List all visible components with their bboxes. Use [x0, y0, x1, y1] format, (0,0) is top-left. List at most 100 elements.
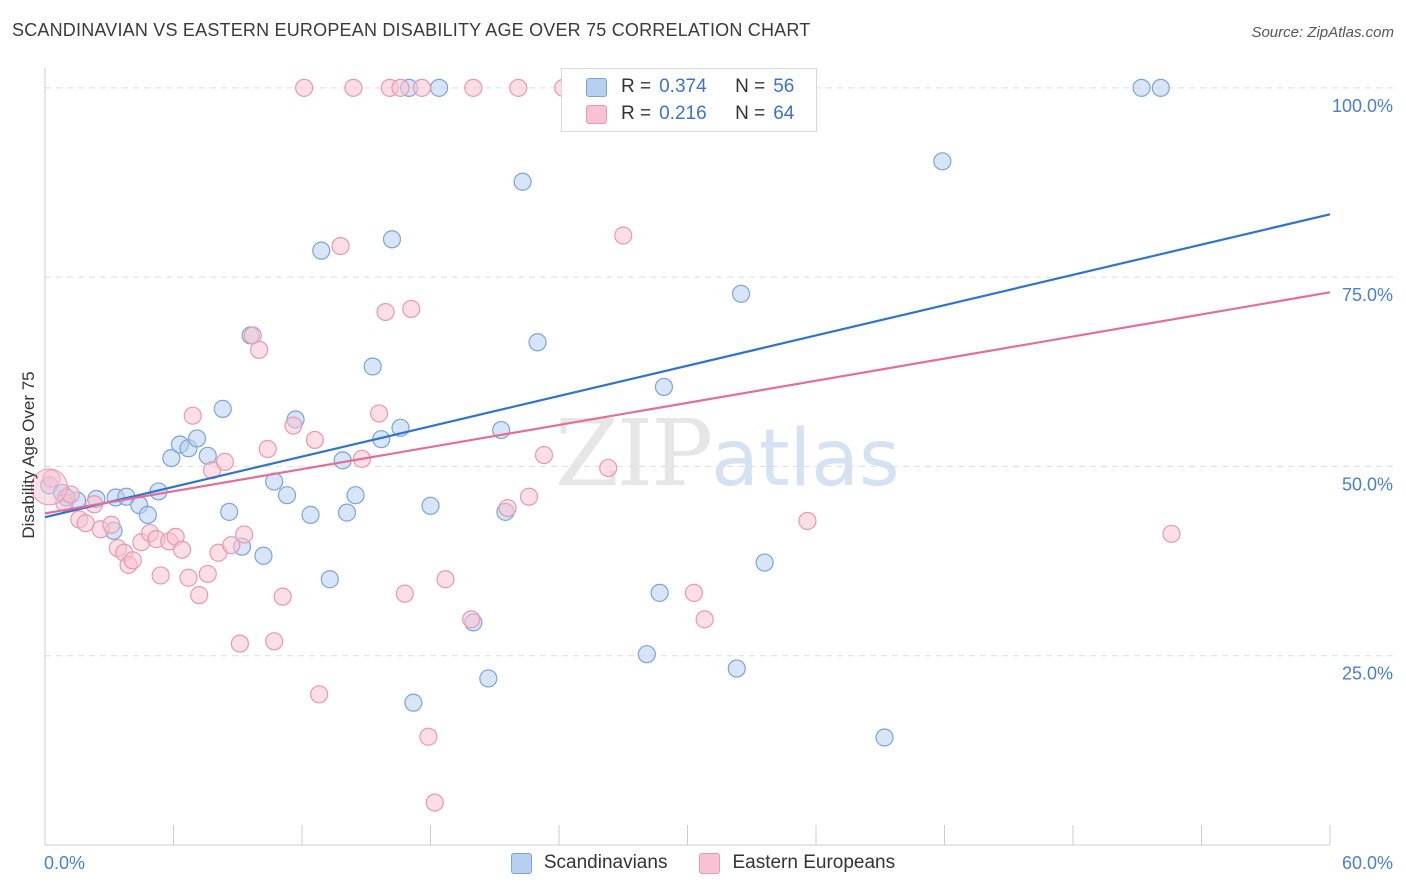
point-eastern-european	[534, 445, 554, 465]
point-scandinavian	[875, 728, 894, 747]
point-scandinavian	[220, 502, 239, 521]
point-scandinavian	[479, 669, 498, 688]
point-eastern-european	[391, 78, 410, 97]
trend-line-eastern-europeans	[44, 291, 1331, 515]
point-eastern-european	[395, 584, 414, 603]
point-scandinavian	[654, 377, 674, 397]
point-eastern-european	[462, 610, 481, 629]
point-eastern-european	[1162, 524, 1181, 543]
point-eastern-european	[695, 610, 714, 629]
point-eastern-european	[123, 551, 142, 570]
point-eastern-european	[250, 340, 269, 359]
watermark-atlas: atlas	[711, 414, 900, 504]
legend-item-scandinavians: Scandinavians	[510, 852, 668, 874]
legend-n-label: N =	[735, 103, 766, 124]
point-eastern-european	[519, 487, 539, 506]
legend-swatch-blue	[586, 77, 607, 97]
legend-n-value: 64	[773, 103, 795, 124]
tick-labels: 25.0% 50.0% 75.0% 100.0% 0.0% 60.0%	[44, 96, 1393, 873]
point-scandinavian	[138, 505, 157, 524]
point-eastern-european	[402, 299, 421, 319]
point-scandinavian	[1151, 78, 1170, 97]
y-axis-label: Disability Age Over 75	[19, 371, 38, 538]
point-eastern-european	[235, 525, 254, 544]
axes	[44, 68, 1331, 846]
point-scandinavian	[187, 429, 207, 448]
point-eastern-european	[310, 685, 329, 704]
legend-n-value: 56	[773, 76, 795, 97]
point-eastern-european	[599, 458, 618, 478]
legend-row-eastern-europeans: R = 0.216 N = 64	[586, 100, 794, 128]
point-eastern-european	[684, 583, 704, 602]
legend-r-value: 0.216	[659, 103, 707, 124]
point-scandinavian	[727, 659, 746, 678]
point-eastern-european	[305, 430, 324, 450]
legend-r-label: R =	[621, 76, 652, 97]
point-eastern-european	[370, 404, 389, 423]
x-tick-label: 60.0%	[1342, 853, 1393, 873]
point-eastern-european	[183, 406, 202, 425]
legend-swatch-pink	[699, 852, 721, 874]
legend-label: Eastern Europeans	[732, 852, 896, 873]
y-tick-label: 50.0%	[1342, 474, 1393, 494]
point-scandinavian	[382, 230, 402, 249]
data-points	[30, 78, 1181, 812]
trend-lines	[44, 213, 1331, 519]
point-scandinavian	[213, 399, 232, 418]
legend-item-eastern-europeans: Eastern Europeans	[699, 852, 895, 874]
point-scandinavian	[301, 505, 320, 524]
point-scandinavian	[429, 78, 449, 97]
point-eastern-european	[102, 515, 121, 534]
legend-swatch-blue	[510, 852, 532, 874]
point-scandinavian	[363, 357, 382, 376]
point-eastern-european	[151, 566, 170, 585]
point-scandinavian	[337, 503, 357, 522]
point-eastern-european	[230, 634, 249, 653]
legend-r-label: R =	[621, 103, 652, 124]
point-eastern-european	[376, 302, 395, 322]
point-scandinavian	[421, 496, 440, 515]
point-scandinavian	[320, 570, 339, 589]
y-tick-label: 100.0%	[1332, 96, 1393, 116]
point-eastern-european	[222, 536, 241, 555]
legend-row-scandinavians: R = 0.374 N = 56	[586, 73, 794, 101]
chart-title: SCANDINAVIAN VS EASTERN EUROPEAN DISABIL…	[12, 20, 811, 40]
point-eastern-european	[498, 498, 517, 518]
watermark-zip: ZIP	[555, 400, 713, 507]
point-eastern-european	[295, 78, 314, 97]
source-label: Source: ZipAtlas.com	[1251, 24, 1394, 41]
point-eastern-european	[412, 78, 432, 97]
point-eastern-european	[265, 632, 284, 651]
legend-label: Scandinavians	[543, 852, 668, 873]
point-eastern-european	[614, 226, 633, 245]
point-eastern-european	[436, 570, 455, 589]
legend-n-label: N =	[735, 76, 766, 97]
trend-line-scandinavians	[44, 213, 1331, 519]
correlation-legend: R = 0.374 N = 56 R = 0.216 N = 64	[561, 68, 817, 132]
point-eastern-european	[464, 78, 483, 97]
point-scandinavian	[312, 241, 331, 260]
point-eastern-european	[331, 237, 350, 256]
point-scandinavian	[346, 486, 365, 505]
point-scandinavian	[162, 449, 181, 468]
point-scandinavian	[637, 645, 656, 664]
point-eastern-european	[798, 511, 817, 531]
point-scandinavian	[933, 152, 952, 171]
point-eastern-european	[419, 727, 438, 746]
point-eastern-european	[179, 568, 198, 587]
point-eastern-european	[344, 78, 363, 97]
point-scandinavian	[277, 486, 297, 505]
point-eastern-european	[425, 793, 444, 812]
point-eastern-european	[172, 540, 192, 559]
x-tick-label: 0.0%	[44, 853, 85, 873]
point-eastern-european	[273, 587, 292, 606]
point-scandinavian	[513, 172, 532, 191]
point-scandinavian	[650, 583, 669, 602]
point-scandinavian	[731, 284, 751, 303]
gridlines	[45, 87, 1395, 657]
point-eastern-european	[258, 439, 277, 459]
point-scandinavian	[404, 693, 423, 712]
watermark: ZIPatlas	[555, 400, 900, 507]
point-eastern-european	[215, 452, 234, 471]
